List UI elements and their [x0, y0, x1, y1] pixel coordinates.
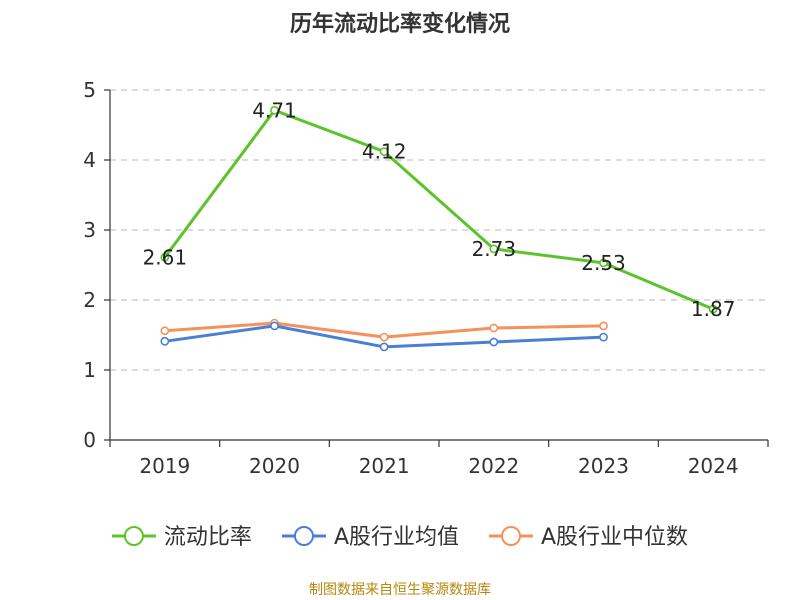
y-tick-label: 5 — [83, 78, 96, 102]
data-label: 2.61 — [143, 245, 188, 269]
data-label: 4.71 — [252, 98, 297, 122]
legend-marker — [123, 526, 144, 546]
data-point — [160, 336, 170, 346]
x-tick-label: 2021 — [359, 454, 410, 478]
legend-label: A股行业均值 — [334, 525, 459, 550]
y-tick-label: 4 — [83, 148, 96, 172]
data-label: 1.87 — [691, 297, 736, 321]
legend-label: A股行业中位数 — [541, 525, 688, 550]
data-point — [160, 252, 170, 262]
data-point — [489, 323, 499, 333]
y-tick-label: 1 — [83, 358, 96, 382]
legend-marker — [293, 526, 314, 546]
x-tick-label: 2022 — [468, 454, 519, 478]
data-point — [599, 332, 608, 342]
x-tick-label: 2024 — [688, 454, 739, 478]
data-label: 2.73 — [472, 237, 517, 261]
data-label: 4.12 — [362, 140, 407, 164]
data-point — [489, 244, 499, 254]
data-point — [270, 105, 279, 115]
data-point — [379, 332, 389, 342]
data-point — [599, 258, 608, 268]
x-tick-label: 2019 — [139, 454, 190, 478]
data-point — [160, 326, 170, 336]
y-tick-label: 3 — [83, 218, 96, 242]
x-tick-label: 2023 — [578, 454, 629, 478]
y-tick-label: 0 — [83, 428, 96, 452]
data-point — [599, 321, 608, 331]
chart-title: 历年流动比率变化情况 — [289, 12, 510, 37]
data-point — [708, 304, 718, 314]
source-note: 制图数据来自恒生聚源数据库 — [309, 582, 491, 598]
legend-label: 流动比率 — [164, 525, 252, 550]
y-tick-label: 2 — [83, 288, 96, 312]
x-tick-label: 2020 — [249, 454, 300, 478]
data-point — [379, 342, 389, 352]
data-point — [489, 337, 499, 347]
series-line — [163, 108, 714, 311]
data-point — [379, 147, 389, 156]
data-point — [270, 321, 279, 331]
data-label: 2.53 — [581, 251, 626, 275]
legend-marker — [501, 526, 522, 546]
